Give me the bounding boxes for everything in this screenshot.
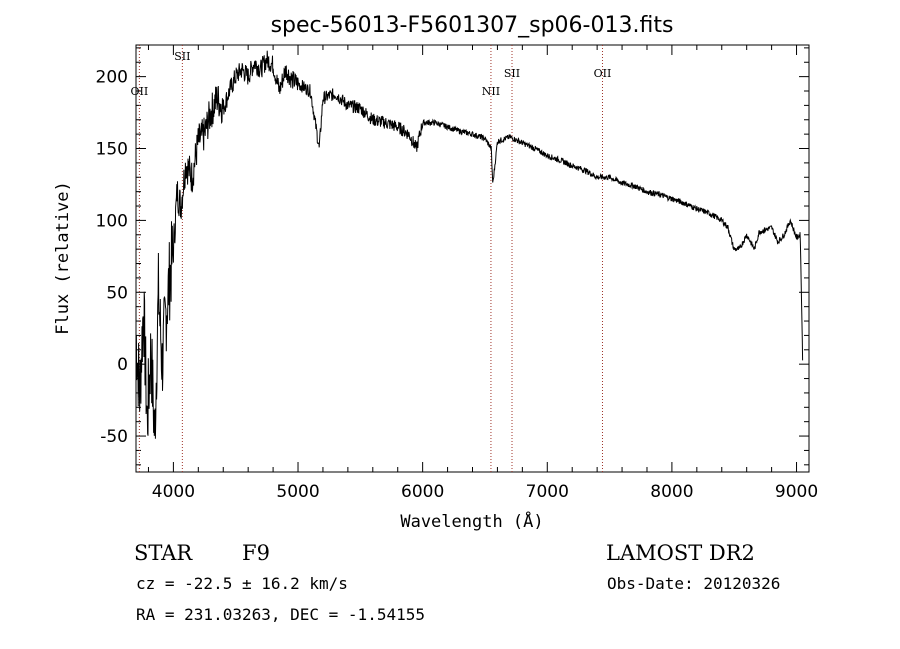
- x-axis: 4000 5000 6000 7000 8000 9000: [147, 45, 818, 502]
- obs-date: Obs-Date: 20120326: [607, 574, 780, 593]
- emission-line-label: NII: [482, 85, 500, 98]
- y-axis-label: Flux (relative): [53, 181, 73, 335]
- object-subclass: F9: [242, 541, 270, 565]
- y-tick-label: 0: [117, 355, 128, 375]
- emission-line-label: SII: [504, 67, 520, 80]
- emission-line-label: OII: [131, 85, 149, 98]
- chart-title: spec-56013-F5601307_sp06-013.fits: [271, 13, 674, 38]
- plot-frame: [135, 44, 810, 473]
- y-axis: -50 0 50 100 150 200: [96, 47, 809, 466]
- emission-line-label: OII: [594, 67, 612, 80]
- y-tick-label: 150: [96, 140, 128, 160]
- x-tick-label: 9000: [775, 482, 818, 502]
- x-tick-label: 4000: [152, 482, 195, 502]
- x-tick-label: 8000: [650, 482, 693, 502]
- coordinates: RA = 231.03263, DEC = -1.54155: [136, 605, 425, 624]
- survey-name: LAMOST DR2: [606, 541, 755, 565]
- x-tick-label: 5000: [276, 482, 319, 502]
- emission-lines: OII SII NII SII OII: [131, 45, 612, 472]
- emission-line-label: SII: [174, 50, 190, 63]
- redshift-text: cz = -22.5 ± 16.2 km/s: [136, 574, 348, 593]
- object-class: STAR: [134, 541, 193, 565]
- x-tick-label: 7000: [526, 482, 569, 502]
- x-tick-label: 6000: [401, 482, 444, 502]
- y-tick-label: 100: [96, 211, 128, 231]
- y-tick-label: 50: [106, 283, 128, 303]
- y-tick-label: -50: [100, 427, 128, 447]
- y-tick-label: 200: [96, 68, 128, 88]
- x-axis-label: Wavelength (Å): [400, 510, 543, 532]
- spectrum-line: [135, 50, 804, 439]
